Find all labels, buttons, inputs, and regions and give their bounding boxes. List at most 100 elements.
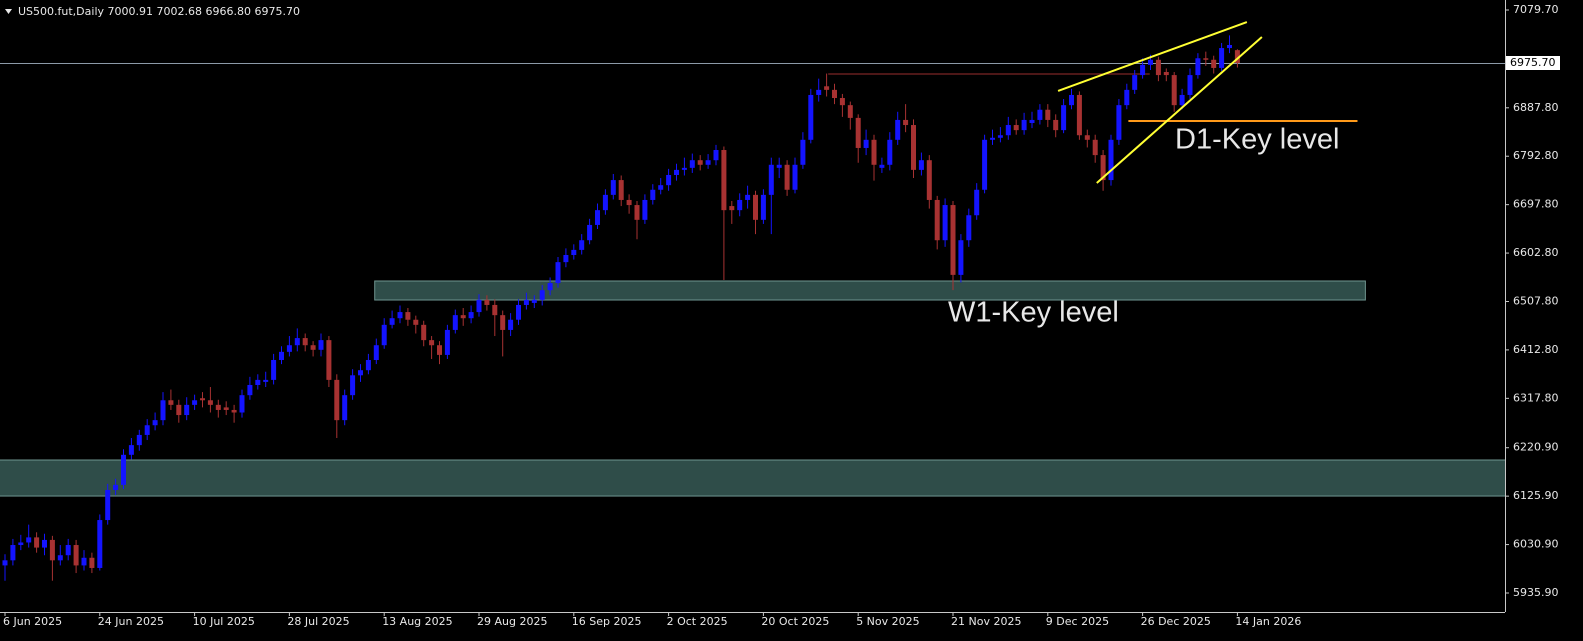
candle-body <box>271 360 277 380</box>
candle-body <box>1029 119 1035 123</box>
candle-body <box>674 169 679 175</box>
candle-body <box>1179 94 1185 106</box>
candle-body <box>808 94 814 140</box>
candle-body <box>768 164 774 195</box>
candle-body <box>302 338 308 346</box>
candle-body <box>982 139 988 190</box>
candle-body <box>97 520 103 568</box>
candle-body <box>990 137 995 140</box>
candle-body <box>168 400 174 405</box>
candle-body <box>1234 50 1240 63</box>
x-tick-label: 20 Oct 2025 <box>761 615 829 628</box>
candle-body <box>452 315 458 330</box>
candle-body <box>500 315 506 330</box>
candle-body <box>421 324 427 341</box>
candle-body <box>192 400 198 405</box>
x-tick-label: 6 Jun 2025 <box>3 615 62 628</box>
candle-body <box>942 205 948 241</box>
candle-body <box>547 283 553 291</box>
candle-body <box>1171 75 1177 106</box>
candle-body <box>658 185 664 190</box>
candle-body <box>934 199 940 241</box>
candle-body <box>926 160 932 200</box>
candle-body <box>286 345 292 352</box>
candle-body <box>373 345 379 361</box>
candle-body <box>49 539 55 561</box>
candle-body <box>832 89 837 99</box>
candle-body <box>595 210 600 225</box>
candle-body <box>689 160 695 168</box>
candle-body <box>200 398 205 401</box>
candle-body <box>318 340 324 350</box>
candle-body <box>444 329 450 355</box>
candle-body <box>89 557 95 568</box>
candle-body <box>2 560 8 566</box>
candle-body <box>1076 94 1082 136</box>
y-tick-label: 6887.80 <box>1513 101 1559 114</box>
candle-body <box>602 194 608 211</box>
candle-body <box>1155 59 1161 76</box>
candle-body <box>760 194 766 220</box>
candle-body <box>966 215 972 241</box>
candle-body <box>160 400 166 421</box>
candle-body <box>1037 109 1043 120</box>
y-tick-label: 6220.90 <box>1513 441 1559 454</box>
candle-body <box>516 304 521 320</box>
candle-body <box>1053 119 1059 131</box>
candle-body <box>847 105 853 118</box>
candle-body <box>476 299 482 313</box>
candle-body <box>523 299 529 305</box>
candle-body <box>437 345 442 355</box>
candle-body <box>871 139 877 165</box>
candle-body <box>1045 109 1051 120</box>
candle-body <box>997 135 1003 138</box>
annotation: W1-Key level <box>948 297 1119 329</box>
candle-body <box>247 384 253 396</box>
candle-body <box>650 189 656 200</box>
candle-body <box>429 340 435 346</box>
candle-body <box>389 318 395 325</box>
y-tick-label: 7079.70 <box>1513 3 1559 16</box>
candle-body <box>255 379 261 385</box>
candle-body <box>1148 59 1153 65</box>
key-zone <box>374 280 1366 301</box>
candle-body <box>713 150 719 161</box>
candle-body <box>737 199 743 211</box>
candle-body <box>792 164 798 190</box>
candle-body <box>571 249 577 256</box>
menu-arrow[interactable] <box>5 9 12 14</box>
candle-body <box>634 205 640 220</box>
candle-body <box>729 206 735 211</box>
candle-body <box>18 542 24 546</box>
candle-body <box>903 119 909 126</box>
candle-body <box>263 379 269 382</box>
candle-body <box>681 167 687 170</box>
candle-body <box>1084 135 1090 140</box>
candle-body <box>666 174 672 186</box>
candle-body <box>65 545 71 556</box>
candle-body <box>42 539 47 548</box>
candle-body <box>618 180 624 200</box>
candle-body <box>1092 139 1098 156</box>
candle-body <box>342 395 348 421</box>
candle-body <box>128 445 134 455</box>
candle-body <box>365 360 371 371</box>
key-zone <box>0 459 1505 497</box>
candle-body <box>626 199 632 206</box>
candle-body <box>555 262 561 284</box>
y-tick-label: 6697.80 <box>1513 198 1559 211</box>
x-tick-label: 13 Aug 2025 <box>382 615 452 628</box>
chart-title: US500.fut,Daily 7000.91 7002.68 6966.80 … <box>18 5 300 18</box>
candle-body <box>73 545 79 566</box>
y-tick-label: 6507.80 <box>1513 294 1559 307</box>
candle-body <box>144 425 150 435</box>
candle-body <box>895 119 901 140</box>
candle-body <box>579 240 585 250</box>
candle-body <box>294 338 300 346</box>
candle-body <box>136 434 142 446</box>
candle-body <box>215 404 221 410</box>
y-tick-label: 5935.90 <box>1513 586 1559 599</box>
candle-body <box>223 407 229 410</box>
candle-body <box>484 299 490 305</box>
x-tick-label: 21 Nov 2025 <box>951 615 1021 628</box>
